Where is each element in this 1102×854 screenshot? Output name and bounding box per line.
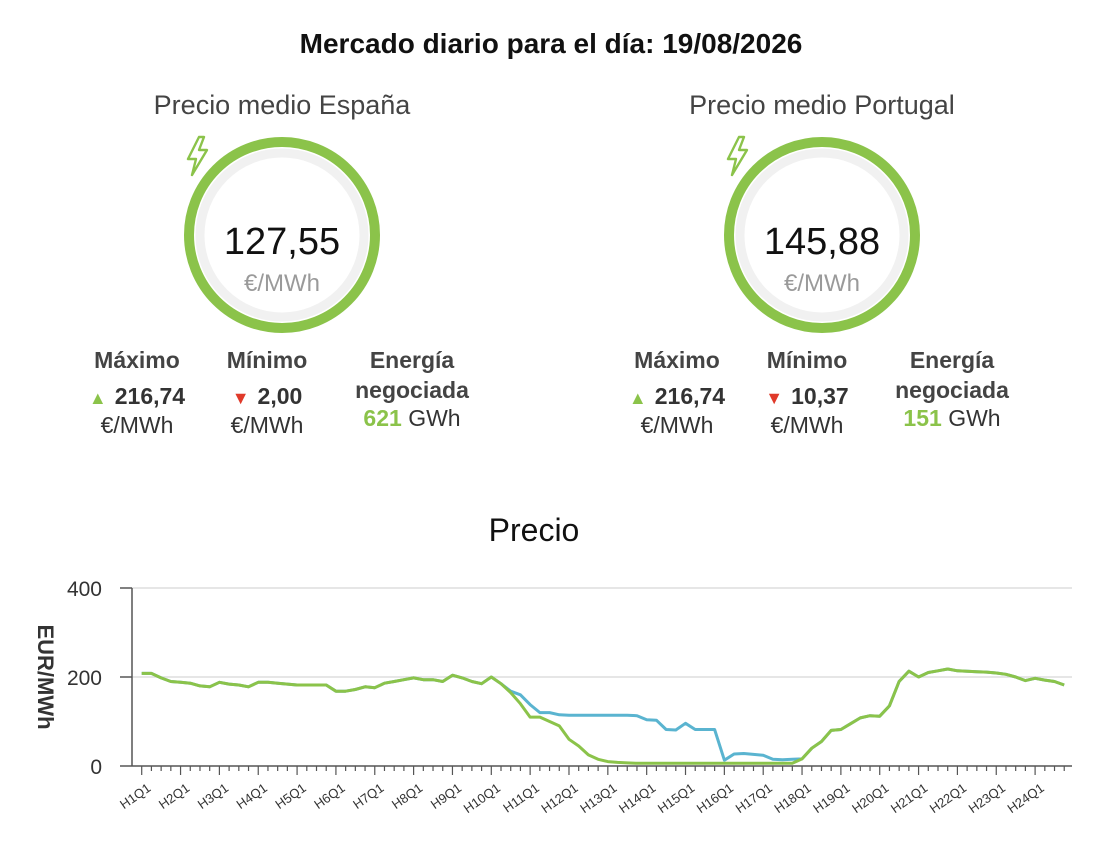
portugal-average-price: 145,88 (763, 221, 881, 263)
spain-average-price: 127,55 (223, 221, 341, 263)
spain-max-unit: €/MWh (100, 412, 174, 438)
portugal-energy-unit: GWh (948, 405, 1001, 431)
triangle-up-icon: ▲ (88, 388, 107, 408)
portugal-max-stat: Máximo ▲ 216,74 €/MWh (612, 345, 742, 439)
x-tick-label: H5Q1 (272, 780, 308, 812)
min-label: Mínimo (766, 347, 848, 373)
x-tick-label: H4Q1 (234, 780, 270, 812)
portugal-min-value: 10,37 (791, 383, 849, 409)
triangle-up-icon: ▲ (628, 388, 647, 408)
portugal-min-unit: €/MWh (770, 412, 844, 438)
x-tick-label: H21Q1 (888, 780, 930, 816)
spain-min-value: 2,00 (257, 383, 303, 409)
gauge-ring (724, 137, 920, 333)
x-tick-label: H10Q1 (461, 780, 503, 816)
spain-panel: Precio medio España 127,55 €/MWh Máximo … (72, 90, 492, 438)
spain-min-unit: €/MWh (230, 412, 304, 438)
spain-max-value: 216,74 (114, 383, 186, 409)
x-tick-label: H14Q1 (616, 780, 658, 816)
series-lines (141, 667, 1065, 765)
energy-label: Energía negociada (895, 347, 1009, 403)
x-tick-label: H2Q1 (156, 780, 192, 812)
x-tick-label: H24Q1 (1004, 780, 1046, 816)
x-tick-label: H19Q1 (810, 780, 852, 816)
x-tick-label: H6Q1 (311, 780, 347, 812)
portugal-price-unit: €/MWh (783, 270, 860, 297)
x-tick-label: H1Q1 (117, 780, 153, 812)
x-tick-label: H3Q1 (195, 780, 231, 812)
portugal-min-stat: Mínimo ▼ 10,37 €/MWh (752, 345, 862, 439)
bolt-icon (726, 135, 749, 177)
x-tick-label: H20Q1 (849, 780, 891, 816)
spain-title: Precio medio España (153, 90, 411, 120)
x-tick-label: H9Q1 (428, 780, 464, 812)
x-axis: H1Q1 H2Q1 H3Q1 H4Q1 H5Q1 H6Q1 H7Q1 H8Q1 H9Q1H10Q… (117, 588, 1072, 816)
y-tick-label: 200 (67, 667, 102, 690)
x-tick-label: H17Q1 (733, 780, 775, 816)
portugal-energy-stat: Energía negociada 151 GWh (877, 345, 1027, 432)
y-tick-label: 0 (90, 756, 102, 779)
portugal-max-value: 216,74 (654, 383, 726, 409)
y-axis: 0 200 400 (67, 578, 132, 779)
x-tick-label: H18Q1 (771, 780, 813, 816)
bolt-icon (186, 135, 209, 177)
x-tick-label: H13Q1 (577, 780, 619, 816)
x-tick-label: H7Q1 (350, 780, 386, 812)
x-tick-label: H22Q1 (927, 780, 969, 816)
gauge-ring (184, 137, 380, 333)
portugal-title: Precio medio Portugal (689, 90, 955, 120)
portugal-stats: Máximo ▲ 216,74 €/MWh Mínimo ▼ 10,37 €/MWh… (612, 345, 1032, 455)
spain-min-stat: Mínimo ▼ 2,00 €/MWh (212, 345, 322, 439)
page-title: Mercado diario para el día: 19/08/2026 (299, 28, 803, 59)
x-tick-label: H11Q1 (500, 780, 542, 815)
min-label: Mínimo (226, 347, 308, 373)
chart-title: Precio (488, 512, 580, 548)
spain-price-unit: €/MWh (243, 270, 320, 297)
x-tick-label: H12Q1 (538, 780, 580, 816)
energy-label: Energía negociada (355, 347, 469, 403)
spain-price-gauge: 127,55 €/MWh (182, 135, 382, 335)
x-tick-label: H23Q1 (966, 780, 1008, 816)
x-tick-label: H15Q1 (655, 780, 697, 816)
max-label: Máximo (634, 347, 720, 373)
spain-stats: Máximo ▲ 216,74 €/MWh Mínimo ▼ 2,00 €/MWh … (72, 345, 492, 455)
x-tick-label: H8Q1 (389, 780, 425, 812)
portugal-energy-value: 151 (903, 405, 942, 431)
y-tick-label: 400 (67, 578, 102, 601)
portugal-panel: Precio medio Portugal 145,88 €/MWh Máxim… (612, 90, 1032, 438)
spain-energy-unit: GWh (408, 405, 461, 431)
portugal-price-gauge: 145,88 €/MWh (722, 135, 922, 335)
gridlines (132, 587, 1072, 678)
triangle-down-icon: ▼ (765, 388, 784, 408)
spain-energy-stat: Energía negociada 621 GWh (337, 345, 487, 432)
spain-max-stat: Máximo ▲ 216,74 €/MWh (72, 345, 202, 439)
y-axis-label: EUR/MWh (33, 624, 58, 729)
series-line (141, 667, 1065, 765)
portugal-max-unit: €/MWh (640, 412, 714, 438)
max-label: Máximo (94, 347, 180, 373)
x-tick-label: H16Q1 (694, 780, 736, 816)
price-line-chart: 0 200 400 H1Q1 H2Q1 H3Q1 H4Q1 H5Q1 H6Q1 H7Q1 H8Q1… (33, 578, 1072, 816)
triangle-down-icon: ▼ (231, 388, 250, 408)
spain-energy-value: 621 (363, 405, 402, 431)
